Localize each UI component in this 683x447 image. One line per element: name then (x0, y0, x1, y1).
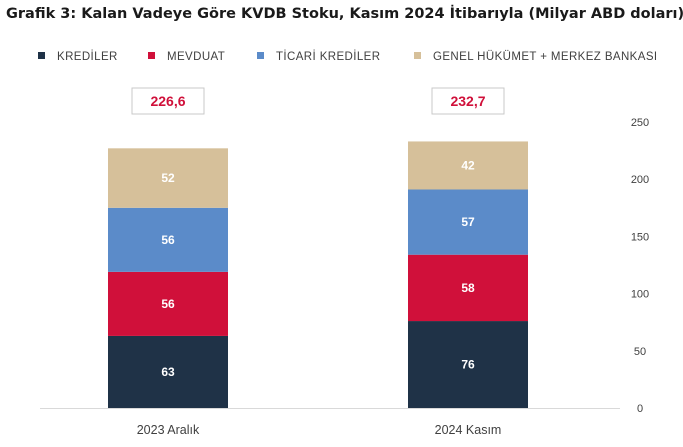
bar-segment-1-3 (408, 141, 528, 190)
legend-label-2: TİCARİ KREDİLER (276, 50, 380, 63)
y-tick-label: 50 (634, 346, 646, 358)
legend-label-1: MEVDUAT (167, 51, 225, 63)
bar-segment-0-2 (108, 207, 228, 272)
bar-segment-0-0 (108, 335, 228, 408)
legend-label-3: GENEL HÜKÜMET + MERKEZ BANKASI (433, 51, 657, 63)
y-tick-label: 200 (631, 174, 649, 186)
y-tick-label: 250 (631, 117, 649, 129)
bar-segment-1-2 (408, 189, 528, 255)
total-label-0: 226,6 (150, 93, 185, 109)
legend-swatch-3 (414, 52, 421, 59)
data-label-1-1: 58 (461, 281, 475, 295)
data-label-1-0: 76 (461, 358, 475, 372)
total-label-1: 232,7 (450, 93, 485, 109)
data-label-1-2: 57 (461, 215, 475, 229)
x-category-label-1: 2024 Kasım (435, 423, 502, 437)
y-tick-label: 0 (637, 403, 643, 415)
data-label-0-3: 52 (161, 171, 175, 185)
legend-label-0: KREDİLER (57, 50, 118, 63)
y-tick-label: 100 (631, 289, 649, 301)
data-label-0-0: 63 (161, 365, 175, 379)
legend-swatch-0 (38, 52, 45, 59)
x-category-label-0: 2023 Aralık (137, 423, 200, 437)
bar-segment-1-0 (408, 321, 528, 408)
total-box-1 (431, 87, 505, 115)
y-tick-label: 150 (631, 231, 649, 243)
total-box-0 (131, 87, 205, 115)
bar-segment-1-1 (408, 254, 528, 322)
legend-swatch-1 (148, 52, 155, 59)
data-label-0-1: 56 (161, 297, 175, 311)
chart-title: Grafik 3: Kalan Vadeye Göre KVDB Stoku, … (6, 6, 683, 22)
bar-segment-0-3 (108, 148, 228, 208)
legend-swatch-2 (257, 52, 264, 59)
bar-segment-0-1 (108, 271, 228, 336)
data-label-0-2: 56 (161, 233, 175, 247)
data-label-1-3: 42 (461, 158, 475, 172)
